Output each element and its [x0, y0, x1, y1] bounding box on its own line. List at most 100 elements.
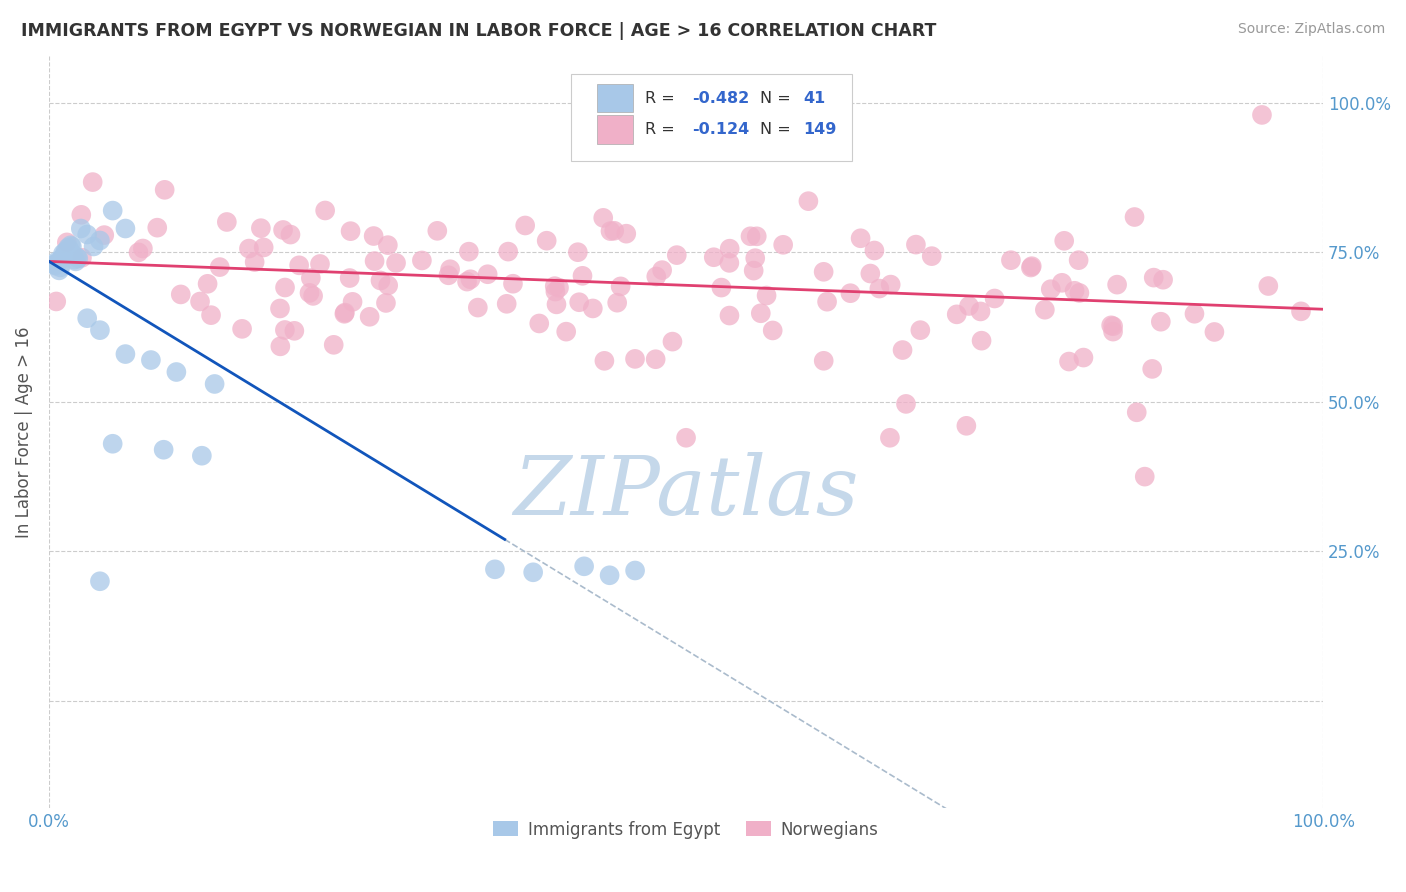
Point	[89, 574, 111, 589]
Point	[548, 281, 571, 295]
Point	[76, 311, 98, 326]
Text: N =: N =	[761, 122, 796, 137]
Point	[484, 562, 506, 576]
Point	[45, 294, 67, 309]
Point	[1053, 234, 1076, 248]
Point	[46, 255, 69, 269]
Point	[243, 255, 266, 269]
Point	[269, 339, 291, 353]
Point	[1107, 277, 1129, 292]
Point	[1033, 302, 1056, 317]
Point	[298, 285, 321, 300]
Point	[215, 215, 238, 229]
Point	[339, 271, 361, 285]
Point	[411, 253, 433, 268]
Point	[879, 277, 901, 292]
Point	[813, 265, 835, 279]
Point	[333, 307, 356, 321]
Point	[1102, 319, 1125, 334]
Point	[644, 352, 666, 367]
Point	[624, 351, 647, 366]
Point	[665, 248, 688, 262]
Point	[58, 243, 80, 257]
Point	[370, 273, 392, 287]
Point	[89, 234, 111, 248]
Point	[1039, 282, 1062, 296]
Point	[56, 241, 79, 255]
Point	[437, 268, 460, 283]
Point	[152, 442, 174, 457]
Point	[132, 242, 155, 256]
Point	[165, 365, 187, 379]
Text: -0.482: -0.482	[692, 91, 749, 105]
Point	[49, 260, 72, 275]
Point	[56, 245, 79, 260]
Point	[456, 275, 478, 289]
Point	[495, 297, 517, 311]
Point	[859, 267, 882, 281]
Point	[363, 229, 385, 244]
Point	[1150, 315, 1173, 329]
Point	[718, 242, 741, 256]
Point	[1057, 354, 1080, 368]
Point	[63, 252, 86, 267]
Point	[624, 564, 647, 578]
Point	[274, 280, 297, 294]
Point	[718, 256, 741, 270]
Point	[309, 257, 332, 271]
Point	[1073, 351, 1095, 365]
Point	[606, 295, 628, 310]
Point	[342, 294, 364, 309]
Point	[253, 240, 276, 254]
Point	[755, 288, 778, 302]
Point	[62, 248, 84, 262]
Point	[128, 245, 150, 260]
Text: IMMIGRANTS FROM EGYPT VS NORWEGIAN IN LABOR FORCE | AGE > 16 CORRELATION CHART: IMMIGRANTS FROM EGYPT VS NORWEGIAN IN LA…	[21, 22, 936, 40]
Point	[139, 353, 162, 368]
Point	[955, 418, 977, 433]
Point	[555, 325, 578, 339]
Point	[572, 559, 595, 574]
Point	[745, 229, 768, 244]
Point	[65, 254, 87, 268]
Text: Source: ZipAtlas.com: Source: ZipAtlas.com	[1237, 22, 1385, 37]
Point	[93, 228, 115, 243]
Point	[742, 263, 765, 277]
Point	[359, 310, 381, 324]
Point	[363, 254, 385, 268]
Point	[82, 175, 104, 189]
Y-axis label: In Labor Force | Age > 16: In Labor Force | Age > 16	[15, 326, 32, 538]
Point	[983, 292, 1005, 306]
Point	[322, 338, 344, 352]
Point	[567, 245, 589, 260]
Point	[288, 258, 311, 272]
Text: N =: N =	[761, 91, 796, 105]
Text: 149: 149	[803, 122, 837, 137]
Point	[238, 242, 260, 256]
Point	[592, 211, 614, 225]
Point	[515, 219, 537, 233]
Text: R =: R =	[645, 91, 681, 105]
Point	[55, 244, 77, 259]
Point	[894, 397, 917, 411]
Point	[197, 277, 219, 291]
Point	[69, 221, 91, 235]
Point	[1102, 325, 1125, 339]
Point	[1050, 276, 1073, 290]
Point	[645, 269, 668, 284]
Point	[188, 294, 211, 309]
Point	[969, 304, 991, 318]
Point	[53, 248, 76, 262]
Point	[377, 278, 399, 293]
Point	[910, 323, 932, 337]
Point	[749, 306, 772, 320]
Point	[146, 220, 169, 235]
Point	[70, 251, 93, 265]
Point	[439, 262, 461, 277]
Point	[333, 305, 356, 319]
Point	[231, 322, 253, 336]
Point	[208, 260, 231, 274]
Point	[42, 257, 65, 271]
Point	[603, 224, 626, 238]
Point	[67, 252, 90, 266]
